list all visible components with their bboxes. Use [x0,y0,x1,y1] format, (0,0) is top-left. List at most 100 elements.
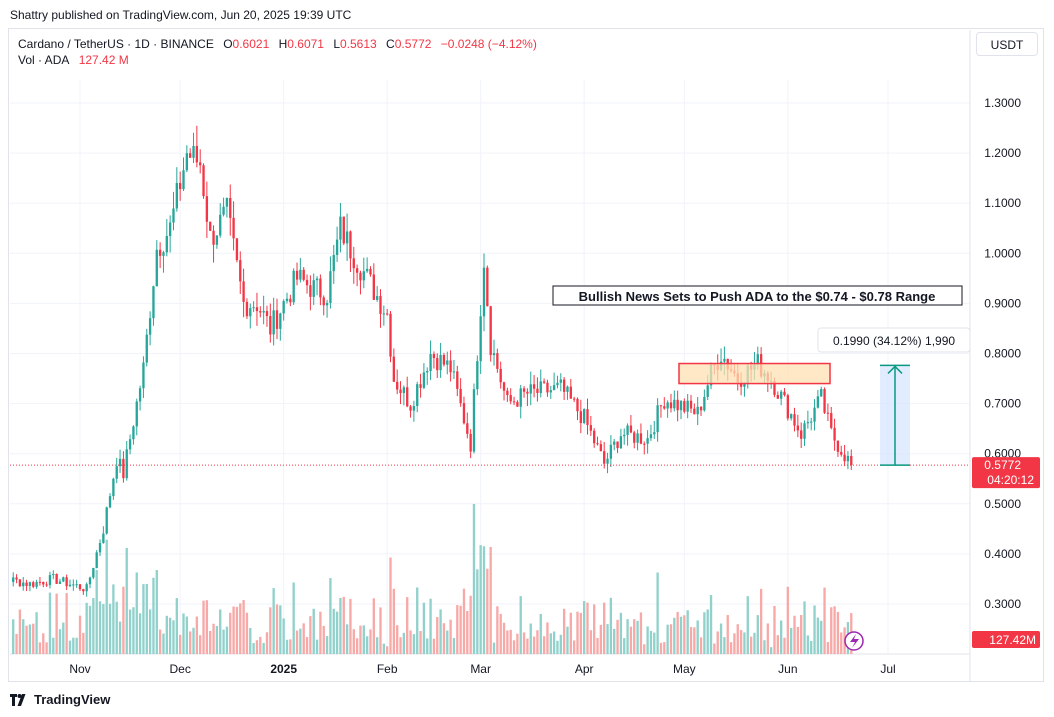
annotation-text: Bullish News Sets to Push ADA to the $0.… [579,289,936,304]
volume-bar [396,625,399,654]
volume-bar [606,624,609,654]
candle-body [302,269,305,280]
currency-button[interactable]: USDT [976,32,1038,56]
candle-body [305,279,309,286]
volume-bar [442,623,446,654]
candle-body [309,285,312,297]
candle-body [786,395,790,419]
volume-bar [128,609,132,654]
symbol-title[interactable]: Cardano / TetherUS · 1D · BINANCE [18,37,214,51]
candle-body [616,441,619,449]
candle-body [195,146,199,163]
candle-body [212,230,215,245]
candle-body [239,260,242,282]
candle-body [215,235,219,245]
candle-body [486,267,489,307]
candle-body [679,401,683,411]
candle-body [653,432,656,435]
candle-body [663,406,666,409]
volume-bar [312,608,315,654]
candle-body [559,379,562,383]
candle-body [265,311,269,317]
volume-bar [546,622,549,654]
y-tick-label: 0.3000 [984,597,1021,611]
candle-body [38,581,42,583]
candle-body [609,444,613,459]
volume-bar [572,640,576,654]
candle-body [138,388,142,402]
candle-body [182,170,185,190]
candle-body [118,458,122,467]
volume-bar [325,636,329,654]
target-zone-box[interactable] [678,362,831,385]
candle-body [623,434,626,437]
candle-body [72,584,75,586]
volume-bar [749,636,753,654]
volume-bar [235,606,239,654]
candle-body [105,507,108,534]
candle-body [466,423,469,434]
candle-body [836,440,840,452]
candle-body [476,361,479,390]
volume-bar [719,623,723,654]
volume-bar [262,642,265,654]
volume-bar [649,630,653,654]
volume-bar [215,625,219,654]
chart-frame[interactable] [8,28,1044,682]
candle-body [355,268,359,273]
candle-body [92,567,95,578]
candle-body [235,238,239,261]
candle-body [158,249,162,256]
volume-bar [679,616,683,654]
candle-body [112,478,115,497]
candle-body [546,382,549,393]
volume-label[interactable]: Vol · ADA [18,53,70,67]
volume-bar [372,598,375,654]
candle-body [783,391,786,396]
candle-body [392,356,396,382]
volume-bar [85,602,88,654]
candle-body [706,385,709,397]
volume-bar [148,609,152,654]
candle-body [58,581,62,584]
candle-body [516,401,519,407]
candle-body [369,268,372,275]
candle-body [359,272,362,281]
legend: Cardano / TetherUS · 1D · BINANCE O0.602… [18,36,537,68]
volume-bar [275,604,279,654]
close-label: C [386,37,395,51]
annotation-box[interactable] [552,285,963,306]
volume-bar [355,638,359,654]
candle-body [823,389,826,413]
candle-body [168,222,172,237]
x-tick-label: Feb [377,662,398,676]
candle-body [312,280,315,297]
candle-body [282,301,285,314]
volume-bar [729,642,733,654]
candle-body [115,466,118,479]
candle-body [219,214,222,236]
volume-bar [559,634,562,654]
footer-brand[interactable]: TradingView [10,692,110,707]
volume-bar [539,613,542,654]
volume-bar [779,620,783,654]
volume-bar [456,605,459,654]
last-price-value: 0.5772 [984,458,1021,472]
y-tick-label: 1.0000 [984,246,1021,260]
volume-bar [836,611,840,654]
candle-body [65,577,68,587]
volume-bar [586,602,589,654]
volume-bar [38,642,42,654]
volume-bar [519,596,522,654]
candle-body [472,389,476,452]
last-volume-value: 127.42M [989,633,1036,647]
candle-body [242,281,245,302]
candle-body [365,268,369,272]
candle-body [175,183,178,209]
volume-bar [45,642,48,654]
x-tick-label: Dec [169,662,190,676]
candle-body [432,354,436,359]
footer-brand-text: TradingView [34,692,111,707]
high-label: H [278,37,288,51]
